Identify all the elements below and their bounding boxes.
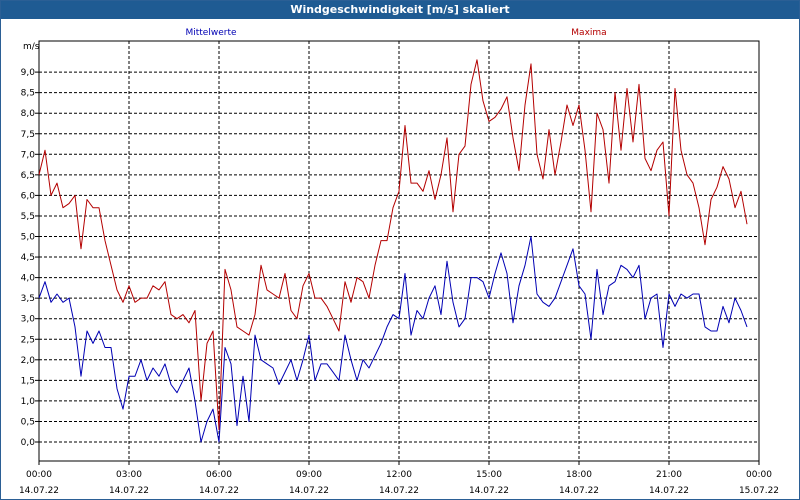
x-tick-date: 14.07.22 bbox=[379, 486, 419, 496]
y-tick-label: 6,0 bbox=[21, 191, 36, 201]
x-tick-date: 14.07.22 bbox=[109, 486, 149, 496]
y-tick-label: 0,0 bbox=[21, 438, 36, 448]
x-tick-date: 14.07.22 bbox=[559, 486, 599, 496]
x-tick-date: 14.07.22 bbox=[289, 486, 329, 496]
x-tick-time: 12:00 bbox=[386, 470, 412, 480]
y-tick-label: 7,5 bbox=[21, 130, 35, 140]
x-tick-time: 21:00 bbox=[656, 470, 682, 480]
x-tick-time: 00:00 bbox=[26, 470, 52, 480]
x-tick-date: 14.07.22 bbox=[649, 486, 689, 496]
y-tick-label: 6,5 bbox=[21, 171, 35, 181]
legend-mittelwerte: Mittelwerte bbox=[185, 28, 236, 38]
x-tick-date: 14.07.22 bbox=[469, 486, 509, 496]
x-tick-time: 06:00 bbox=[206, 470, 232, 480]
x-tick-date: 15.07.22 bbox=[739, 486, 779, 496]
grid-lines bbox=[35, 40, 760, 465]
y-tick-label: 3,5 bbox=[21, 294, 35, 304]
series-lines bbox=[38, 59, 748, 443]
y-tick-label: 3,0 bbox=[21, 315, 36, 325]
series-mittelwerte-line bbox=[38, 236, 748, 443]
y-tick-label: 4,5 bbox=[21, 253, 35, 263]
x-tick-date: 14.07.22 bbox=[199, 486, 239, 496]
y-tick-label: 7,0 bbox=[21, 150, 36, 160]
x-axis-ticks: 00:00 14.07.22 03:00 14.07.22 06:00 14.07.22 0… bbox=[19, 470, 779, 496]
y-tick-label: 8,0 bbox=[21, 109, 36, 119]
x-tick-time: 03:00 bbox=[116, 470, 142, 480]
chart-title: Windgeschwindigkeit [m/s] skaliert bbox=[1, 1, 799, 19]
x-tick-time: 00:00 bbox=[746, 470, 772, 480]
y-tick-label: 8,5 bbox=[21, 89, 35, 99]
x-tick-date: 14.07.22 bbox=[19, 486, 59, 496]
y-tick-label: 5,5 bbox=[21, 212, 35, 222]
y-tick-label: 2,5 bbox=[21, 335, 35, 345]
y-tick-label: 0,5 bbox=[21, 417, 35, 427]
y-tick-label: 5,0 bbox=[21, 233, 36, 243]
y-tick-label: 1,0 bbox=[21, 397, 36, 407]
y-tick-label: 1,5 bbox=[21, 376, 35, 386]
legend-maxima: Maxima bbox=[571, 28, 606, 38]
y-axis-unit: m/s bbox=[23, 42, 40, 52]
x-tick-time: 15:00 bbox=[476, 470, 502, 480]
y-tick-label: 4,0 bbox=[21, 274, 36, 284]
series-maxima-line bbox=[38, 59, 748, 431]
y-tick-label: 9,0 bbox=[21, 68, 36, 78]
x-tick-time: 09:00 bbox=[296, 470, 322, 480]
y-axis-ticks: 0,0 0,5 1,0 1,5 2,0 2,5 3,0 3,5 4,0 4,5 5,0 5,5 6,0 6… bbox=[21, 68, 36, 448]
y-tick-label: 2,0 bbox=[21, 356, 36, 366]
x-tick-time: 18:00 bbox=[566, 470, 592, 480]
